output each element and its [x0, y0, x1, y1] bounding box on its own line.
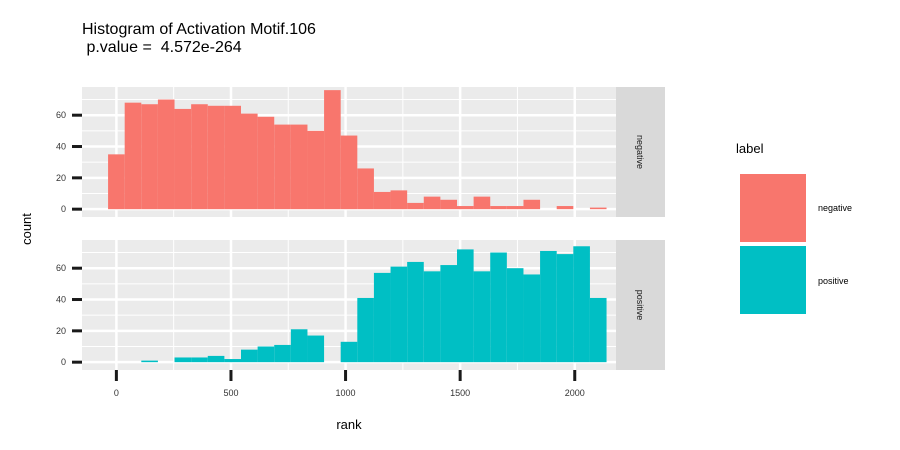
- bar-negative: [141, 104, 158, 210]
- bar-negative: [257, 116, 275, 210]
- bar-negative: [124, 102, 142, 210]
- bar-negative: [357, 168, 374, 210]
- bar-negative: [390, 190, 408, 210]
- strip-positive: [616, 240, 665, 370]
- bar-negative: [340, 135, 358, 210]
- bar-negative: [423, 196, 441, 210]
- x-tick-label: 1000: [336, 388, 356, 398]
- strip-label-positive: positive: [635, 290, 645, 321]
- legend-title: label: [736, 141, 764, 156]
- bar-negative: [589, 207, 607, 210]
- bar-negative: [174, 108, 192, 210]
- bar-negative: [523, 199, 541, 210]
- bar-positive: [373, 272, 391, 363]
- bar-negative: [440, 199, 458, 210]
- bar-positive: [357, 297, 374, 363]
- bar-positive: [390, 266, 408, 363]
- panel-negative-bars: [108, 90, 607, 210]
- chart-title: Histogram of Activation Motif.106: [82, 21, 316, 38]
- bar-positive: [141, 360, 158, 363]
- x-tick-label: 1500: [450, 388, 470, 398]
- bar-positive: [191, 357, 208, 363]
- bar-positive: [540, 250, 557, 363]
- bar-negative: [473, 196, 491, 210]
- bar-negative: [457, 206, 474, 210]
- x-tick-label: 2000: [565, 388, 585, 398]
- legend-label-negative: negative: [818, 203, 852, 213]
- bar-positive: [207, 355, 225, 363]
- x-tick-label: 0: [114, 388, 119, 398]
- y-tick-label: 0: [61, 357, 66, 367]
- bar-positive: [589, 297, 607, 363]
- bar-positive: [423, 271, 441, 363]
- bar-negative: [224, 105, 241, 210]
- bar-positive: [274, 344, 291, 363]
- bar-positive: [556, 254, 574, 363]
- x-axis: 0 500 1000 1500 2000: [114, 370, 585, 398]
- bar-positive: [506, 268, 524, 363]
- bar-negative: [490, 206, 507, 210]
- y-tick-label: 20: [56, 173, 66, 183]
- bar-positive: [307, 335, 325, 363]
- bar-negative: [290, 124, 308, 210]
- bar-positive: [340, 341, 358, 363]
- bar-positive: [174, 357, 192, 363]
- bar-negative: [407, 202, 424, 210]
- bar-negative: [274, 124, 291, 210]
- y-tick-label: 60: [56, 263, 66, 273]
- panel-positive-bars: [141, 246, 607, 363]
- y-axis-positive: 0 20 40 60: [56, 263, 82, 367]
- y-tick-label: 20: [56, 326, 66, 336]
- bar-positive: [407, 261, 424, 363]
- bar-positive: [440, 265, 458, 363]
- bar-negative: [556, 206, 574, 210]
- bar-negative: [373, 191, 391, 210]
- bar-positive: [224, 359, 241, 363]
- bar-positive: [240, 349, 258, 363]
- bar-positive: [473, 271, 491, 363]
- bar-negative: [191, 104, 208, 210]
- legend-key-negative: [740, 174, 806, 242]
- bar-negative: [506, 206, 524, 210]
- y-tick-label: 40: [56, 295, 66, 305]
- y-tick-label: 60: [56, 110, 66, 120]
- bar-negative: [307, 130, 325, 210]
- x-axis-title: rank: [336, 417, 362, 432]
- chart-subtitle: p.value = 4.572e-264: [82, 39, 242, 56]
- y-tick-label: 0: [61, 204, 66, 214]
- bar-negative: [157, 99, 175, 210]
- bar-positive: [457, 249, 474, 363]
- y-axis-negative: 0 20 40 60: [56, 110, 82, 214]
- bar-positive: [573, 246, 590, 363]
- bar-positive: [523, 274, 541, 363]
- x-tick-label: 500: [223, 388, 238, 398]
- bar-negative: [108, 154, 125, 210]
- legend-key-positive: [740, 246, 806, 314]
- bar-negative: [324, 90, 341, 210]
- y-tick-label: 40: [56, 142, 66, 152]
- legend-label-positive: positive: [818, 276, 849, 286]
- bar-positive: [490, 252, 507, 363]
- strip-negative: [616, 87, 665, 217]
- bar-negative: [240, 113, 258, 210]
- bar-positive: [257, 346, 275, 363]
- y-axis-title: count: [19, 213, 34, 245]
- bar-positive: [290, 329, 308, 363]
- bar-negative: [207, 105, 225, 210]
- strip-label-negative: negative: [635, 135, 645, 169]
